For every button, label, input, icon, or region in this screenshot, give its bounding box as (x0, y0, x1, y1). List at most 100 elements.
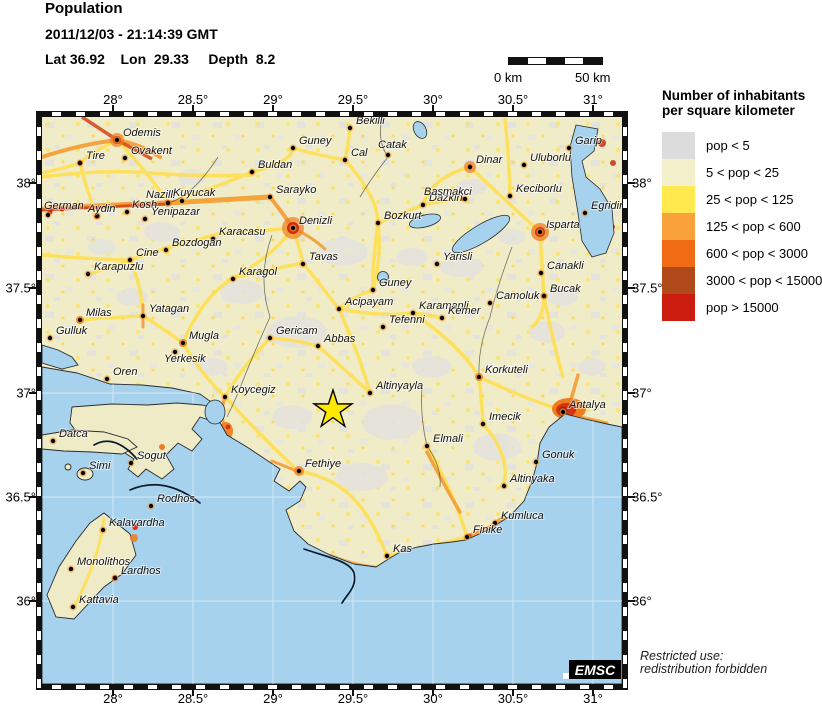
city-dot (180, 340, 186, 346)
city-markers: Odemis Tire Ovakent Guney Bekilli Cal Catak Din… (43, 117, 622, 611)
city-dot (538, 270, 544, 276)
city-dot (290, 145, 296, 151)
city-dot (249, 169, 255, 175)
city-label: Altinyayla (375, 380, 423, 392)
city-label: Buldan (258, 159, 292, 171)
boundaries (167, 117, 513, 488)
city-label: Bekilli (356, 117, 385, 127)
city-dot (566, 145, 572, 151)
axis-label: 36° (632, 593, 652, 609)
city-dot (410, 310, 416, 316)
legend-item: 3000 < pop < 15000 (662, 267, 822, 294)
axis-label: 38° (632, 175, 652, 191)
axis-label: 29.5° (337, 691, 369, 704)
city-dot (521, 162, 527, 168)
city-label: Karamanli (419, 300, 469, 312)
axis-tick (29, 392, 36, 394)
axis-label: 37° (632, 385, 652, 401)
axis-tick (592, 690, 594, 696)
scale-fifty-label: 50 km (575, 70, 611, 85)
restricted-use-note: Restricted use: redistribution forbidden (640, 649, 768, 676)
axis-label: 30.5° (497, 691, 529, 704)
city-label: Sarayko (276, 184, 316, 196)
map-scale-bar (508, 57, 603, 65)
legend-label: pop < 5 (706, 138, 750, 153)
city-label: Catak (378, 139, 407, 151)
axis-tick (29, 496, 36, 498)
axis-label: 36.5° (632, 489, 663, 505)
axis-tick (628, 600, 635, 602)
city-dot (163, 247, 169, 253)
page-title: Population (45, 0, 123, 17)
city-dot (342, 157, 348, 163)
legend-swatch (662, 132, 695, 159)
axis-tick (512, 690, 514, 696)
city-label: Simi (89, 460, 111, 472)
city-label: Gonuk (542, 449, 575, 461)
city-label: Mugla (189, 330, 219, 342)
city-label: Sogut (137, 450, 167, 462)
city-label: Kosh (132, 199, 157, 211)
legend-label: 25 < pop < 125 (706, 192, 794, 207)
axis-tick (352, 105, 354, 111)
axis-tick (272, 105, 274, 111)
legend-item: pop < 5 (662, 132, 822, 159)
legend-swatch (662, 159, 695, 186)
city-label: Gulluk (56, 325, 88, 337)
city-label: Tire (86, 150, 105, 162)
city-dot (533, 459, 539, 465)
city-label: Guney (299, 135, 333, 147)
city-dot (210, 236, 216, 242)
city-label: Karagol (239, 266, 277, 278)
axis-label: 28.5° (177, 691, 209, 704)
city-label: Fethiye (305, 458, 341, 470)
epicenter-star-shape (311, 387, 355, 429)
city-dot (124, 209, 130, 215)
city-dot (560, 409, 566, 415)
axis-tick (592, 105, 594, 111)
legend-label: 5 < pop < 25 (706, 165, 780, 180)
legend-item: 125 < pop < 600 (662, 213, 822, 240)
city-dot (148, 503, 154, 509)
city-dot (492, 520, 498, 526)
city-dot (462, 196, 468, 202)
city-dot (230, 276, 236, 282)
city-dot (467, 164, 473, 170)
city-dot (582, 210, 588, 216)
emsc-logo: EMSC (563, 660, 621, 679)
city-dot (70, 604, 76, 610)
axis-tick (192, 105, 194, 111)
city-dot (165, 200, 171, 206)
legend-item: pop > 15000 (662, 294, 822, 321)
city-label: Dazkiri (429, 192, 463, 204)
city-label: Yerkesik (164, 353, 206, 365)
svg-text:EMSC: EMSC (575, 662, 616, 678)
axis-label: 31° (583, 691, 603, 704)
city-dot (507, 193, 513, 199)
city-dot (464, 534, 470, 540)
axis-label: 31° (583, 92, 603, 107)
city-dot (85, 271, 91, 277)
city-dot (94, 213, 100, 219)
legend-swatch (662, 294, 695, 321)
city-dot (77, 317, 83, 323)
legend-label: 600 < pop < 3000 (706, 246, 808, 261)
city-label: Datca (59, 428, 88, 440)
city-label: Korkuteli (485, 364, 528, 376)
axis-tick (628, 287, 635, 289)
city-label: Bozkurt (384, 210, 422, 222)
axis-tick (112, 105, 114, 111)
city-dot (172, 349, 178, 355)
city-dot (501, 483, 507, 489)
city-dot (128, 460, 134, 466)
city-dot (439, 315, 445, 321)
city-label: Keciborlu (516, 183, 562, 195)
axis-label: 37° (16, 385, 36, 401)
city-dot (434, 261, 440, 267)
city-label: Lardhos (121, 565, 161, 577)
legend-title: Number of inhabitants per square kilomet… (662, 88, 806, 118)
city-dot (112, 575, 118, 581)
axis-tick (432, 690, 434, 696)
city-label: Karapuzlu (94, 261, 144, 273)
